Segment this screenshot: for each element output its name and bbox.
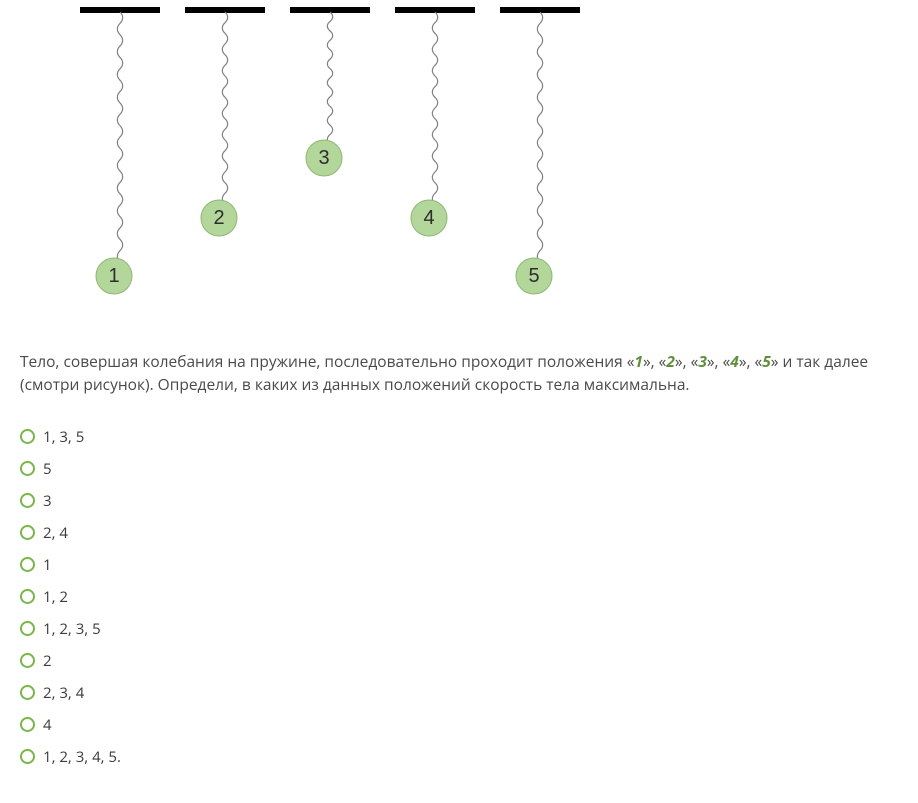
diagram-container: 1 2 3 4 5 [20,0,898,340]
option-row[interactable]: 2 [20,645,898,677]
spring-coil [537,12,542,262]
option-row[interactable]: 4 [20,709,898,741]
radio-icon[interactable] [20,749,35,764]
pendulum: 5 [500,10,580,294]
spring-pendulum-diagram: 1 2 3 4 5 [40,0,620,320]
question-pos-label: 3 [698,350,707,372]
radio-icon[interactable] [20,461,35,476]
option-label: 5 [43,459,52,479]
option-row[interactable]: 1, 3, 5 [20,421,898,453]
mass-label: 2 [213,207,224,229]
option-row[interactable]: 1, 2 [20,581,898,613]
mass-label: 4 [423,207,434,229]
option-row[interactable]: 1, 2, 3, 5 [20,613,898,645]
radio-icon[interactable] [20,621,35,636]
mass-label: 5 [528,265,539,287]
option-row[interactable]: 3 [20,485,898,517]
radio-icon[interactable] [20,589,35,604]
option-label: 4 [43,715,52,735]
option-label: 3 [43,491,52,511]
mass-label: 3 [318,147,329,169]
option-label: 1, 2, 3, 4, 5. [43,747,121,767]
option-row[interactable]: 5 [20,453,898,485]
option-label: 1 [43,555,52,575]
pendulum: 4 [395,10,475,236]
spring-coil [117,12,122,262]
radio-icon[interactable] [20,557,35,572]
radio-icon[interactable] [20,717,35,732]
option-label: 1, 2 [43,587,68,607]
option-label: 2, 3, 4 [43,683,84,703]
question-pos-label: 5 [762,350,771,372]
option-row[interactable]: 1 [20,549,898,581]
option-label: 1, 3, 5 [43,427,84,447]
pendulum: 2 [185,10,265,236]
pendulum: 3 [290,10,370,176]
option-row[interactable]: 1, 2, 3, 4, 5. [20,741,898,773]
spring-coil [327,12,332,144]
option-row[interactable]: 2, 3, 4 [20,677,898,709]
question-pos-label: 1 [634,350,643,372]
question-text: Тело, совершая колебания на пружине, пос… [20,350,898,397]
option-label: 2, 4 [43,523,68,543]
answer-options: 1, 3, 5 5 3 2, 4 1 1, 2 1, 2, 3, 5 2 2, 3, 4 4 1, … [20,421,898,773]
option-row[interactable]: 2, 4 [20,517,898,549]
radio-icon[interactable] [20,525,35,540]
option-label: 2 [43,651,52,671]
option-label: 1, 2, 3, 5 [43,619,101,639]
question-pos-label: 4 [730,350,739,372]
radio-icon[interactable] [20,493,35,508]
spring-coil [432,12,437,204]
question-pos-label: 2 [666,350,675,372]
pendulum: 1 [80,10,160,294]
mass-label: 1 [108,265,119,287]
spring-coil [222,12,227,204]
radio-icon[interactable] [20,429,35,444]
radio-icon[interactable] [20,685,35,700]
radio-icon[interactable] [20,653,35,668]
